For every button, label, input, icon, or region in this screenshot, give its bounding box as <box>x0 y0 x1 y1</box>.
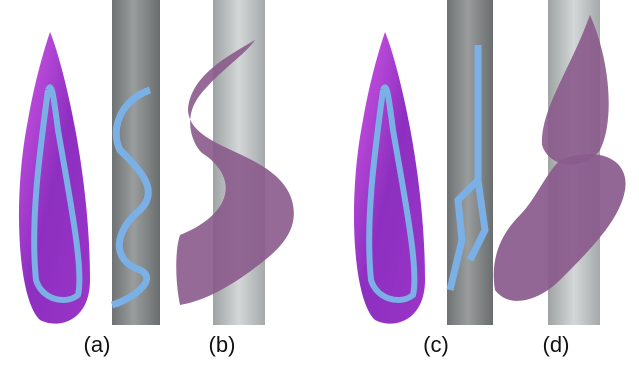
panel-label: (b) <box>209 332 236 357</box>
panel-d <box>494 0 626 325</box>
figure: (a) (b) (c) (d) <box>0 0 639 365</box>
panel-label: (c) <box>423 332 449 357</box>
panel-a <box>19 0 160 325</box>
panel-label: (d) <box>543 332 570 357</box>
panel-c <box>354 0 493 325</box>
panel-label: (a) <box>84 332 111 357</box>
panel-b <box>176 0 294 325</box>
